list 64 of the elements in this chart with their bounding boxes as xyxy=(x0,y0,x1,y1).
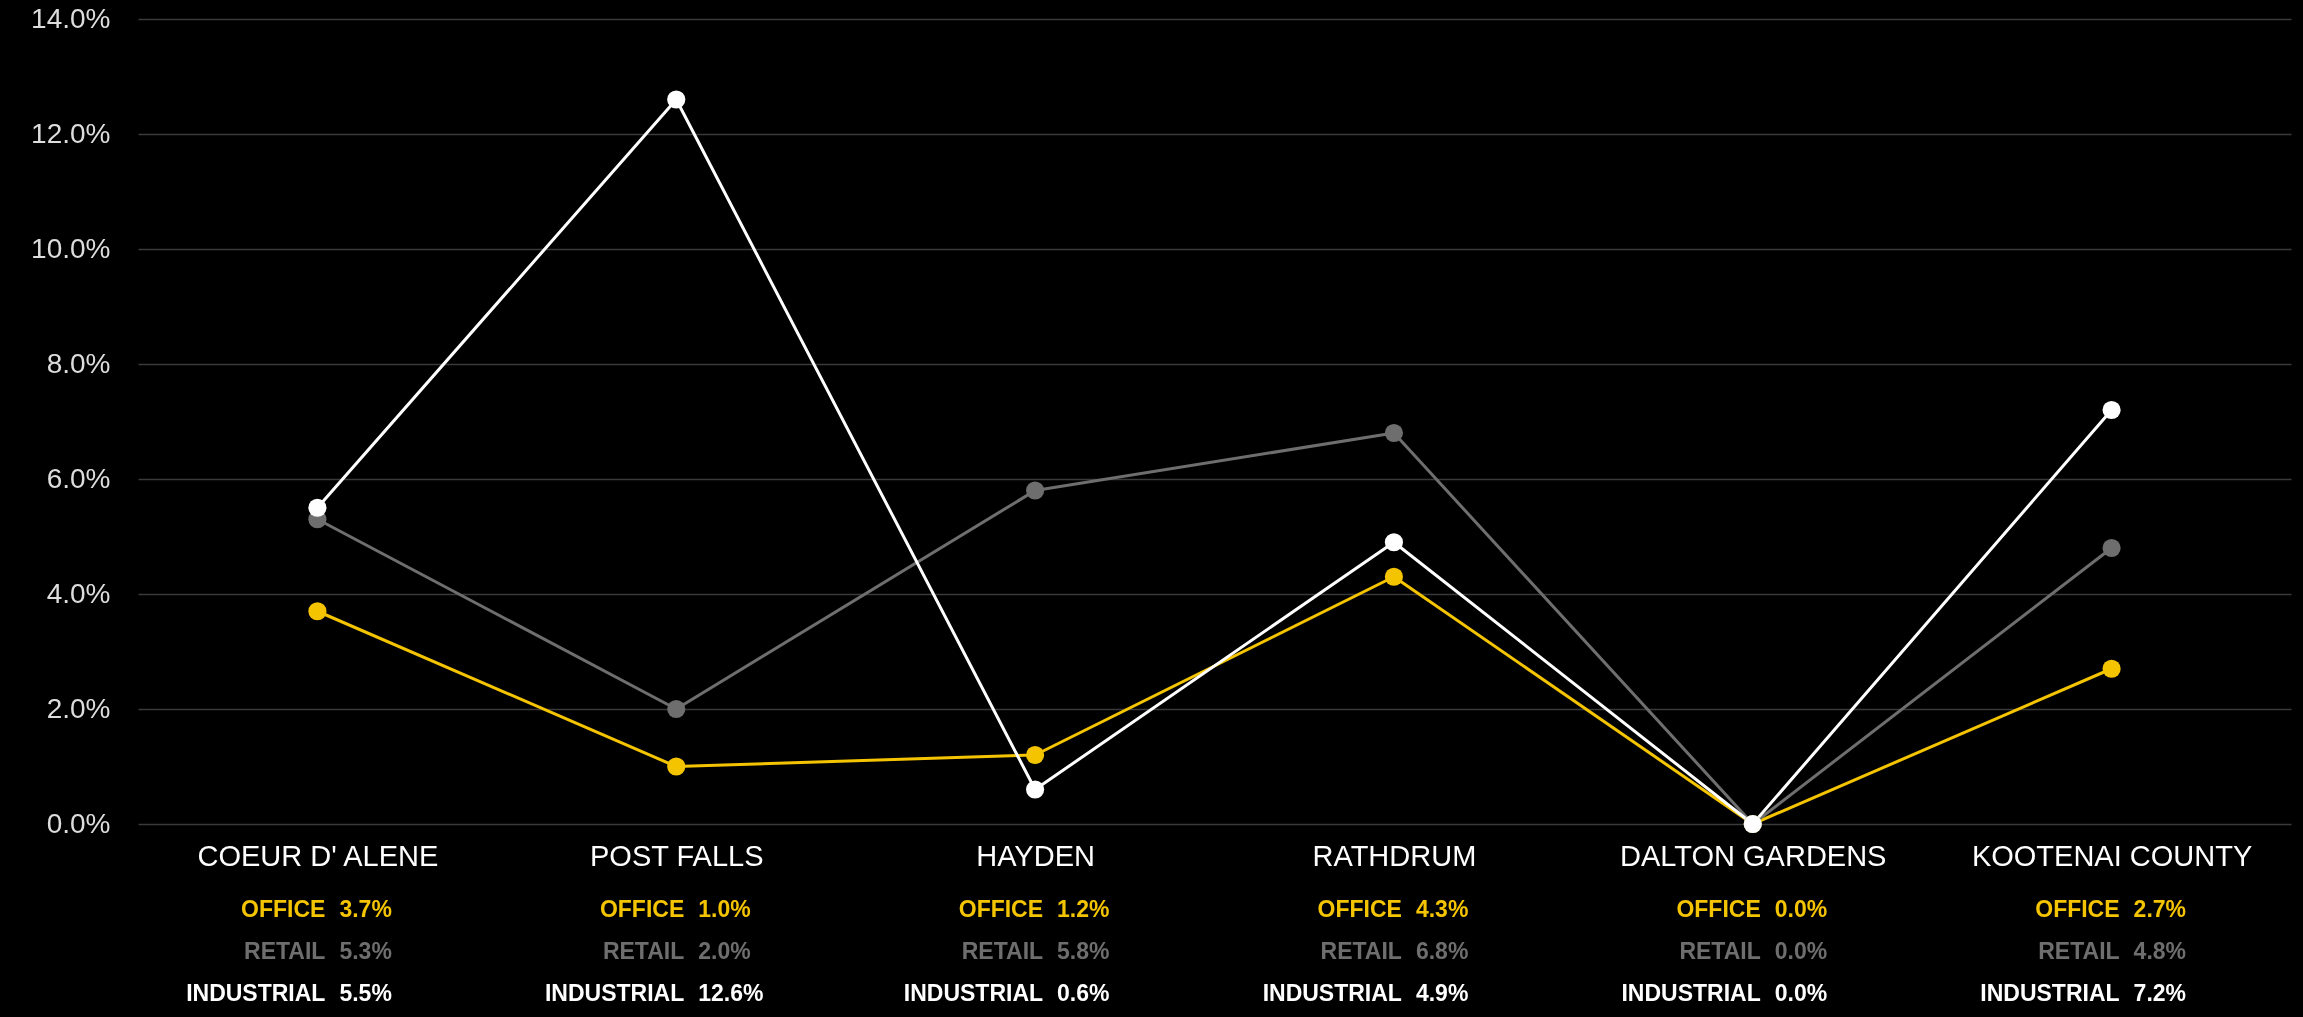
text: OFFICE xyxy=(958,896,1044,922)
point xyxy=(1026,780,1045,799)
text: RETAIL xyxy=(244,938,326,964)
data-label: 4.8% xyxy=(2133,938,2187,964)
x-tick-label: POST FALLS xyxy=(589,839,764,872)
text: OFFICE xyxy=(1317,896,1402,922)
y-tick-label: 12.0% xyxy=(31,117,111,149)
point xyxy=(667,90,686,109)
x-tick-label: KOOTENAI COUNTY xyxy=(1971,839,2253,872)
data-label: 5.8% xyxy=(1057,938,1110,964)
point xyxy=(308,602,327,621)
data-label: 0.6% xyxy=(1057,980,1110,1006)
y-tick-label: 14.0% xyxy=(31,2,111,34)
point xyxy=(2102,659,2121,678)
point xyxy=(1384,533,1403,552)
data-label: 0.0% xyxy=(1774,896,1828,922)
x-tick-label: RATHDRUM xyxy=(1312,839,1477,872)
text: INDUSTRIAL xyxy=(1262,980,1402,1006)
text: INDUSTRIAL xyxy=(186,980,326,1006)
data-label: 4.9% xyxy=(1415,980,1469,1006)
data-label: 1.2% xyxy=(1057,896,1110,922)
text: RETAIL xyxy=(1320,938,1402,964)
x-tick-label: DALTON GARDENS xyxy=(1620,839,1887,872)
text: RETAIL xyxy=(2038,938,2120,964)
data-label: 5.3% xyxy=(339,938,392,964)
data-label: 0.0% xyxy=(1774,980,1828,1006)
data-label: 12.6% xyxy=(698,980,764,1006)
point xyxy=(667,757,686,776)
data-label: 1.0% xyxy=(698,896,751,922)
text: RETAIL xyxy=(1679,938,1761,964)
point xyxy=(1384,423,1403,443)
text: INDUSTRIAL xyxy=(1980,980,2120,1006)
x-tick-label: COEUR D' ALENE xyxy=(197,839,439,872)
text: OFFICE xyxy=(241,896,326,922)
y-tick-label: 10.0% xyxy=(31,232,111,264)
text: INDUSTRIAL xyxy=(1621,980,1761,1006)
data-label: 0.0% xyxy=(1774,938,1828,964)
data-label: 6.8% xyxy=(1415,938,1469,964)
data-label: 2.0% xyxy=(698,938,751,964)
y-tick-label: 0.0% xyxy=(46,807,111,839)
point xyxy=(1026,481,1045,500)
point xyxy=(2102,400,2121,420)
point xyxy=(1026,745,1045,765)
point xyxy=(308,498,327,517)
data-label: 3.7% xyxy=(339,896,392,922)
text: RETAIL xyxy=(961,938,1044,964)
point xyxy=(2102,538,2121,558)
y-tick-label: 6.0% xyxy=(46,462,111,494)
x-tick-label: HAYDEN xyxy=(976,839,1095,872)
point xyxy=(1384,567,1403,586)
text: INDUSTRIAL xyxy=(903,980,1044,1006)
data-label: 2.7% xyxy=(2133,896,2187,922)
text: INDUSTRIAL xyxy=(544,980,685,1006)
y-tick-label: 4.0% xyxy=(46,577,111,609)
text: RETAIL xyxy=(602,938,685,964)
data-label: 4.3% xyxy=(1415,896,1469,922)
point xyxy=(667,699,686,719)
text: OFFICE xyxy=(2035,896,2120,922)
data-label: 7.2% xyxy=(2133,980,2187,1006)
y-tick-label: 8.0% xyxy=(46,347,111,379)
data-label: 5.5% xyxy=(339,980,392,1006)
text: OFFICE xyxy=(599,896,685,922)
y-tick-label: 2.0% xyxy=(46,692,111,724)
text: OFFICE xyxy=(1676,896,1761,922)
